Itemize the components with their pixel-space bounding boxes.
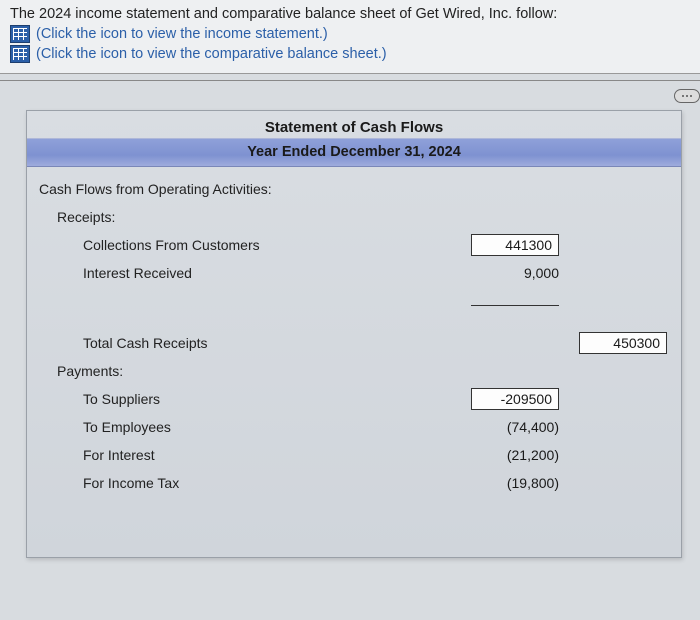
- row-for-interest: For Interest (21,200): [39, 441, 667, 469]
- collections-input[interactable]: 441300: [471, 234, 559, 256]
- employees-value: (74,400): [437, 419, 567, 435]
- divider: [0, 80, 700, 104]
- balance-sheet-link[interactable]: (Click the icon to view the comparative …: [36, 46, 387, 62]
- row-collections: Collections From Customers 441300: [39, 231, 667, 259]
- ellipsis-icon[interactable]: [674, 89, 700, 103]
- income-tax-value: (19,800): [437, 475, 567, 491]
- row-income-tax: For Income Tax (19,800): [39, 469, 667, 497]
- payments-label: Payments:: [39, 363, 437, 379]
- balance-sheet-link-row: (Click the icon to view the comparative …: [10, 45, 690, 63]
- cash-flow-panel: Statement of Cash Flows Year Ended Decem…: [26, 110, 682, 558]
- intro-text: The 2024 income statement and comparativ…: [10, 6, 690, 22]
- suppliers-label: To Suppliers: [39, 391, 437, 407]
- receipts-heading: Receipts:: [39, 203, 667, 231]
- row-suppliers: To Suppliers -209500: [39, 385, 667, 413]
- row-total-receipts: Total Cash Receipts 450300: [39, 329, 667, 357]
- subtotal-rule: [471, 305, 559, 306]
- table-icon[interactable]: [10, 45, 30, 63]
- income-statement-link[interactable]: (Click the icon to view the income state…: [36, 26, 328, 42]
- row-employees: To Employees (74,400): [39, 413, 667, 441]
- income-tax-label: For Income Tax: [39, 475, 437, 491]
- employees-label: To Employees: [39, 419, 437, 435]
- section-heading-operating: Cash Flows from Operating Activities:: [39, 175, 667, 203]
- table-icon[interactable]: [10, 25, 30, 43]
- total-receipts-input[interactable]: 450300: [579, 332, 667, 354]
- statement-subtitle: Year Ended December 31, 2024: [27, 138, 681, 167]
- collections-label: Collections From Customers: [39, 237, 437, 253]
- row-underline: [39, 287, 667, 315]
- receipts-label: Receipts:: [39, 209, 437, 225]
- operating-label: Cash Flows from Operating Activities:: [39, 181, 437, 197]
- suppliers-input[interactable]: -209500: [471, 388, 559, 410]
- row-interest-received: Interest Received 9,000: [39, 259, 667, 287]
- interest-received-value: 9,000: [437, 265, 567, 281]
- for-interest-value: (21,200): [437, 447, 567, 463]
- statement-body: Cash Flows from Operating Activities: Re…: [27, 167, 681, 557]
- payments-heading: Payments:: [39, 357, 667, 385]
- income-statement-link-row: (Click the icon to view the income state…: [10, 25, 690, 43]
- for-interest-label: For Interest: [39, 447, 437, 463]
- problem-header: The 2024 income statement and comparativ…: [0, 0, 700, 74]
- interest-received-label: Interest Received: [39, 265, 437, 281]
- statement-title: Statement of Cash Flows: [27, 111, 681, 138]
- total-receipts-label: Total Cash Receipts: [39, 335, 437, 351]
